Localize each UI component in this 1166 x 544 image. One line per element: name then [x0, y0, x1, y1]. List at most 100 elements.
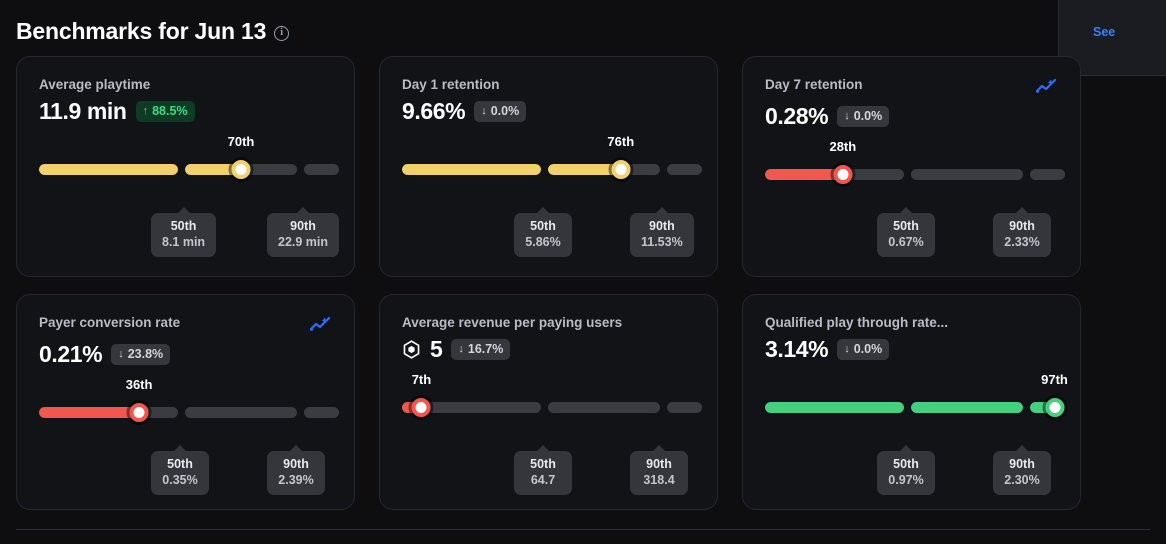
delta-arrow-icon: ↑ — [142, 104, 149, 117]
reference-callouts: 50th 8.1 min 90th 22.9 min — [39, 204, 340, 260]
metric-value: 0.28% — [765, 103, 829, 129]
robux-icon-svg — [403, 340, 420, 359]
percentile-knob[interactable] — [833, 165, 853, 184]
card-header: Day 7 retention — [765, 77, 1058, 97]
callout-percentile: 90th — [646, 457, 672, 471]
percentile-label: 36th — [125, 377, 153, 392]
delta-badge: ↓ 0.0% — [474, 101, 527, 122]
track-segment — [185, 407, 297, 418]
track-segment-fill — [548, 164, 621, 175]
callout-value: 2.39% — [278, 473, 314, 487]
benchmark-card[interactable]: Payer conversion rate 0.21% ↓ 23.8% 36th 50t… — [16, 294, 355, 510]
robux-icon — [402, 340, 421, 359]
benchmark-card[interactable]: Average revenue per paying users 5 ↓ 16.7%… — [379, 294, 718, 510]
delta-arrow-icon: ↓ — [458, 342, 464, 355]
percentile-label: 76th — [607, 134, 635, 149]
callout-percentile: 50th — [893, 219, 919, 233]
info-icon[interactable]: i — [274, 25, 290, 41]
callout-value: 0.97% — [888, 473, 924, 487]
trend-chart-icon[interactable] — [309, 315, 332, 335]
track-segment — [1030, 169, 1065, 180]
percentile-track[interactable] — [39, 164, 339, 175]
track-segment — [667, 164, 702, 175]
metric-value: 5 — [430, 336, 443, 362]
metric-value-row: 9.66% ↓ 0.0% — [402, 98, 695, 125]
percentile-callout: 50th 0.67% — [877, 213, 935, 257]
percentile-knob[interactable] — [129, 403, 149, 422]
delta-arrow-icon: ↓ — [844, 342, 850, 355]
percentile-track[interactable] — [765, 402, 1065, 413]
metric-value-row: 0.28% ↓ 0.0% — [765, 103, 1058, 130]
track-segment — [402, 402, 541, 413]
callout-value: 5.86% — [525, 235, 561, 249]
percentile-callout: 90th 2.39% — [267, 451, 325, 495]
percentile-callout: 90th 318.4 — [630, 451, 688, 495]
percentile-track[interactable] — [765, 169, 1065, 180]
benchmark-card[interactable]: Day 1 retention 9.66% ↓ 0.0% 76th 50th 5.86% 90… — [379, 56, 718, 277]
percentile-knob[interactable] — [231, 160, 251, 179]
percentile-label: 70th — [227, 134, 255, 149]
delta-value: 0.0% — [490, 104, 520, 118]
card-header: Average playtime — [39, 77, 332, 92]
callout-value: 0.67% — [888, 235, 924, 249]
reference-callouts: 50th 0.97% 90th 2.30% — [765, 442, 1058, 498]
percentile-bar-area: 36th — [39, 377, 339, 427]
track-segment — [911, 169, 1023, 180]
percentile-knob[interactable] — [611, 160, 631, 179]
benchmark-card[interactable]: Average playtime 11.9 min ↑ 88.5% 70th 50th 8.… — [16, 56, 355, 277]
track-segment-fill — [402, 402, 422, 413]
callout-percentile: 90th — [1009, 219, 1035, 233]
page-header: Benchmarks for Jun 13 i — [16, 18, 290, 45]
trend-chart-icon-svg — [309, 316, 331, 331]
metric-label: Day 1 retention — [402, 77, 500, 92]
percentile-track[interactable] — [39, 407, 339, 418]
reference-callouts: 50th 64.7 90th 318.4 — [402, 442, 695, 498]
see-link[interactable]: See — [1093, 25, 1116, 39]
metric-label: Payer conversion rate — [39, 315, 181, 330]
track-segment — [304, 407, 339, 418]
benchmark-card[interactable]: Qualified play through rate... 3.14% ↓ 0.0%… — [742, 294, 1081, 510]
card-header: Day 1 retention — [402, 77, 695, 92]
metric-value: 0.21% — [39, 341, 103, 367]
percentile-knob[interactable] — [1045, 398, 1064, 417]
delta-arrow-icon: ↓ — [481, 104, 487, 117]
trend-chart-icon-svg — [1035, 78, 1057, 93]
metric-value-row: 11.9 min ↑ 88.5% — [39, 98, 332, 125]
percentile-track[interactable] — [402, 402, 702, 413]
percentile-bar-area: 70th — [39, 134, 339, 184]
metric-label: Average playtime — [39, 77, 151, 92]
metric-value: 3.14% — [765, 336, 829, 362]
delta-badge: ↓ 0.0% — [837, 339, 890, 360]
card-header: Payer conversion rate — [39, 315, 332, 335]
delta-arrow-icon: ↓ — [844, 109, 850, 122]
percentile-callout: 50th 5.86% — [514, 213, 572, 257]
percentile-callout: 90th 2.33% — [993, 213, 1051, 257]
percentile-callout: 90th 11.53% — [630, 213, 694, 257]
track-segment — [39, 407, 178, 418]
reference-callouts: 50th 0.67% 90th 2.33% — [765, 204, 1058, 260]
track-segment-fill — [185, 164, 241, 175]
metric-label: Qualified play through rate... — [765, 315, 949, 330]
callout-value: 8.1 min — [162, 235, 206, 249]
track-segment — [667, 402, 702, 413]
percentile-knob[interactable] — [411, 398, 431, 417]
bottom-divider — [16, 529, 1150, 530]
callout-value: 0.35% — [162, 473, 198, 487]
metric-value: 11.9 min — [39, 98, 127, 124]
percentile-label: 7th — [411, 372, 432, 387]
callout-percentile: 50th — [530, 457, 556, 471]
percentile-callout: 50th 64.7 — [514, 451, 572, 495]
metric-label: Average revenue per paying users — [402, 315, 623, 330]
percentile-track[interactable] — [402, 164, 702, 175]
benchmark-card[interactable]: Day 7 retention 0.28% ↓ 0.0% 28th 50th 0.67% 9… — [742, 56, 1081, 277]
track-segment-fill — [39, 164, 178, 175]
benchmark-card-grid: Average playtime 11.9 min ↑ 88.5% 70th 50th 8.… — [16, 56, 1081, 510]
track-segment — [39, 164, 178, 175]
metric-value-row: 3.14% ↓ 0.0% — [765, 336, 1058, 363]
trend-chart-icon[interactable] — [1035, 77, 1058, 97]
delta-arrow-icon: ↓ — [118, 347, 124, 360]
track-segment-fill — [39, 407, 140, 418]
callout-value: 22.9 min — [278, 235, 329, 249]
percentile-callout: 90th 22.9 min — [267, 213, 340, 257]
